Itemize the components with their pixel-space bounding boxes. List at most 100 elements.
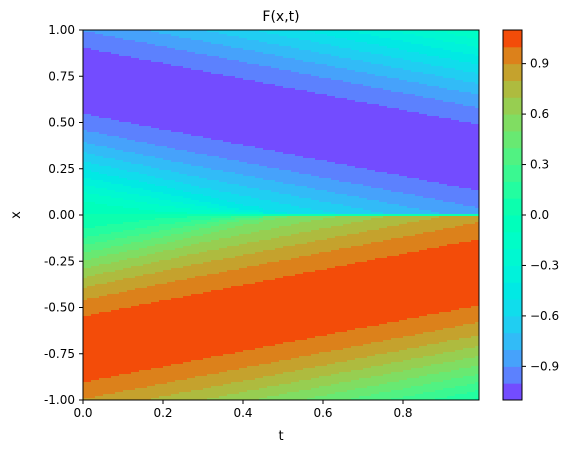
contour-cell: [155, 34, 160, 37]
contour-cell: [439, 36, 444, 39]
contour-cell: [91, 34, 96, 37]
contour-cell: [443, 66, 448, 69]
contour-cell: [299, 32, 304, 35]
contour-cell: [167, 66, 172, 69]
contour-cell: [367, 32, 372, 35]
contour-cell: [255, 44, 260, 47]
contour-cell: [215, 66, 220, 69]
contour-cell: [459, 38, 464, 41]
contour-cell: [343, 64, 348, 67]
contour-cell: [179, 54, 184, 57]
contour-cell: [183, 56, 188, 59]
contour-cell: [343, 34, 348, 37]
contour-cell: [227, 58, 232, 61]
contour-cell: [303, 44, 308, 47]
contour-cell: [147, 48, 152, 51]
contour-cell: [255, 32, 260, 35]
contour-cell: [359, 36, 364, 39]
contour-cell: [271, 54, 276, 57]
contour-cell: [199, 62, 204, 65]
contour-cell: [315, 58, 320, 61]
contour-cell: [291, 58, 296, 61]
contour-cell: [219, 40, 224, 43]
contour-cell: [167, 52, 172, 55]
contour-cell: [195, 46, 200, 49]
contour-cell: [127, 54, 132, 57]
contour-cell: [127, 66, 132, 69]
contour-cell: [171, 64, 176, 67]
contour-cell: [135, 56, 140, 59]
contour-cell: [179, 62, 184, 65]
contour-cell: [287, 30, 292, 33]
contour-cell: [151, 40, 156, 43]
contour-cell: [475, 54, 479, 57]
contour-cell: [367, 38, 372, 41]
contour-cell: [203, 36, 208, 39]
contour-cell: [295, 40, 300, 43]
contour-cell: [419, 46, 424, 49]
contour-cell: [83, 64, 88, 67]
contour-cell: [351, 46, 356, 49]
contour-cell: [279, 40, 284, 43]
contour-cell: [419, 36, 424, 39]
contour-cell: [243, 52, 248, 55]
contour-cell: [187, 36, 192, 39]
contour-cell: [87, 32, 92, 35]
contour-cell: [391, 30, 396, 33]
contour-cell: [411, 44, 416, 47]
contour-cell: [427, 30, 432, 33]
contour-cell: [267, 34, 272, 37]
contour-cell: [311, 64, 316, 67]
contour-cell: [111, 56, 116, 59]
contour-cell: [251, 44, 256, 47]
contour-cell: [187, 66, 192, 69]
contour-cell: [311, 52, 316, 55]
contour-cell: [443, 38, 448, 41]
contour-cell: [415, 48, 420, 51]
contour-cell: [323, 34, 328, 37]
contour-cell: [471, 52, 476, 55]
contour-cell: [159, 44, 164, 47]
contour-cell: [123, 66, 128, 69]
contour-cell: [155, 60, 160, 63]
contour-cell: [115, 50, 120, 53]
contour-cell: [395, 30, 400, 33]
contour-cell: [231, 34, 236, 37]
contour-cell: [343, 50, 348, 53]
contour-cell: [423, 38, 428, 41]
contour-cell: [143, 52, 148, 55]
contour-cell: [247, 30, 252, 33]
contour-cell: [159, 52, 164, 55]
contour-cell: [407, 38, 412, 41]
contour-cell: [447, 64, 452, 67]
contour-cell: [223, 52, 228, 55]
contour-cell: [243, 60, 248, 63]
contour-cell: [227, 66, 232, 69]
contour-cell: [223, 30, 228, 33]
contour-cell: [343, 54, 348, 57]
contour-cell: [263, 62, 268, 65]
contour-cell: [415, 36, 420, 39]
contour-cell: [395, 64, 400, 67]
contour-cell: [447, 38, 452, 41]
contour-cell: [263, 44, 268, 47]
contour-cell: [383, 54, 388, 57]
contour-cell: [119, 32, 124, 35]
contour-cell: [251, 64, 256, 67]
contour-cell: [359, 54, 364, 57]
contour-cell: [355, 48, 360, 51]
contour-cell: [391, 52, 396, 55]
contour-cell: [131, 38, 136, 41]
contour-cell: [179, 60, 184, 63]
contour-cell: [263, 30, 268, 33]
contour-cell: [147, 50, 152, 53]
contour-cell: [347, 44, 352, 47]
contour-cell: [359, 60, 364, 63]
contour-cell: [375, 30, 380, 33]
contour-cell: [375, 36, 380, 39]
contour-cell: [287, 36, 292, 39]
contour-cell: [459, 64, 464, 67]
contour-cell: [427, 58, 432, 61]
contour-cell: [83, 56, 88, 59]
contour-cell: [359, 30, 364, 33]
